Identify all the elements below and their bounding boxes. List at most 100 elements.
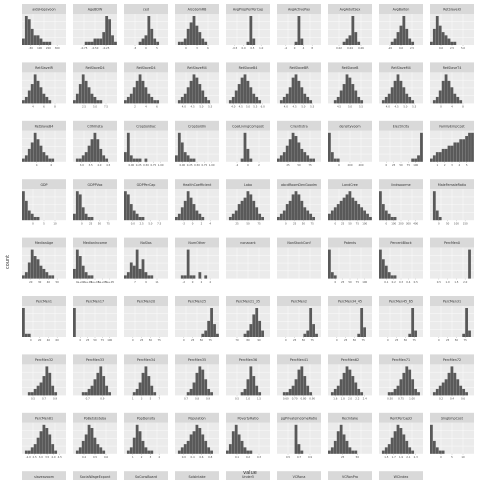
histogram-bar [132, 158, 136, 162]
facet-panel: GDPPerCap 0.0 2.5 5.0 7.5 [124, 179, 168, 225]
x-tick-label: 25 [344, 338, 348, 342]
histogram-bar [435, 152, 439, 162]
histogram-bar [126, 132, 130, 162]
facet-panel: PercMen17 0 25 50 75 100 [73, 296, 117, 342]
facet-strip [22, 179, 66, 190]
histogram-bar [402, 16, 406, 45]
x-tick-label: 0.06 [358, 46, 364, 50]
x-tick-label: 7 [134, 280, 136, 284]
histogram-bar [129, 155, 133, 162]
histogram-bar [432, 191, 436, 221]
x-tick-label: 75 [464, 338, 468, 342]
facet-strip-label: ced [143, 8, 149, 12]
histogram-bar [81, 265, 85, 279]
histogram-bar [124, 152, 127, 162]
facet-strip [379, 471, 423, 480]
histogram-bar [351, 16, 355, 45]
facet-strip [328, 179, 372, 190]
histogram-bar [39, 87, 43, 104]
histogram-bar [456, 142, 460, 162]
histogram-bar [27, 210, 31, 221]
x-tick-label: 100 [107, 338, 112, 342]
histogram-bar [243, 447, 247, 454]
x-tick-label: 0.25 [187, 163, 193, 167]
histogram-bar [198, 272, 202, 279]
histogram-bar [309, 213, 313, 221]
x-tick-label: 9 [145, 280, 147, 284]
histogram-bar [22, 275, 25, 279]
histogram-bar [27, 148, 31, 162]
x-tick-label: 100 [37, 46, 42, 50]
facet-strip [328, 296, 372, 306]
histogram-bar [36, 139, 40, 162]
histogram-bar [285, 93, 289, 104]
facet-strip [226, 471, 270, 480]
histogram-bar [90, 385, 94, 396]
facet-strip-label: RetSlaveD4 [136, 66, 155, 70]
facet-panel: CoalLivingCompost -2 0 2 [226, 120, 270, 167]
x-tick-label: 0.3 [399, 280, 403, 284]
histogram-bar [252, 200, 256, 221]
histogram-bar [393, 216, 397, 221]
histogram-bar [258, 100, 262, 104]
histogram-bar [330, 392, 334, 396]
histogram-bar [414, 330, 417, 337]
histogram-bar [387, 392, 391, 396]
histogram-bar [471, 132, 474, 162]
x-tick-label: 0.50 [194, 163, 200, 167]
histogram-bar [189, 22, 193, 45]
facet-strip-label: PercMen45_65 [389, 300, 413, 304]
x-tick-label: 4.5 [293, 105, 297, 109]
histogram-bar [246, 379, 250, 396]
histogram-bar [45, 366, 49, 396]
histogram-bar [75, 191, 79, 221]
x-tick-label: 2.5 [140, 221, 144, 225]
histogram-bar [135, 80, 139, 104]
x-tick-label: 0.0 [182, 455, 186, 459]
histogram-bar [27, 392, 31, 396]
histogram-bar [87, 424, 91, 454]
x-tick-label: 0.5 [437, 280, 441, 284]
histogram-bar [309, 308, 313, 337]
histogram-bar [408, 369, 412, 396]
facet-panel: GDP 0 5 10 [22, 179, 66, 225]
histogram-bar [450, 87, 454, 104]
x-tick-label: 5.0 [348, 105, 352, 109]
facet-strip [175, 354, 219, 365]
histogram-bar [387, 213, 391, 221]
x-tick-label: 6 [51, 163, 53, 167]
histogram-bar [447, 80, 451, 104]
histogram-bar [177, 41, 181, 45]
histogram-bar [447, 372, 451, 396]
histogram-bar [96, 139, 100, 162]
x-tick-label: 50 [98, 221, 102, 225]
x-tick-label: 50 [446, 221, 450, 225]
histogram-bar [432, 392, 436, 396]
facet-strip [277, 237, 321, 248]
facet-strip [124, 120, 168, 131]
histogram-bar [27, 262, 31, 279]
histogram-bar [240, 200, 244, 221]
x-tick-label: 25 [446, 338, 450, 342]
histogram-bar [306, 385, 310, 396]
histogram-bar [150, 275, 154, 279]
histogram-bar [204, 41, 208, 45]
histogram-bar [333, 275, 337, 279]
histogram-bar [39, 265, 43, 279]
histogram-bar [420, 132, 423, 162]
histogram-bar [336, 158, 340, 162]
x-tick-label: 8 [311, 46, 313, 50]
x-tick-label: 25 [235, 221, 239, 225]
histogram-bar [384, 210, 388, 221]
histogram-bar [330, 272, 334, 279]
x-tick-label: 1.7 [392, 455, 396, 459]
histogram-bar [228, 216, 232, 221]
histogram-bar [234, 210, 238, 221]
histogram-bar [45, 41, 49, 45]
facet-strip-label: PercMen81 [35, 416, 53, 420]
histogram-bar [252, 314, 256, 337]
x-tick-label: 0.7 [86, 397, 90, 401]
histogram-bar [258, 213, 262, 221]
x-tick-label: -0.50 [92, 46, 99, 50]
histogram-bar [390, 392, 394, 396]
